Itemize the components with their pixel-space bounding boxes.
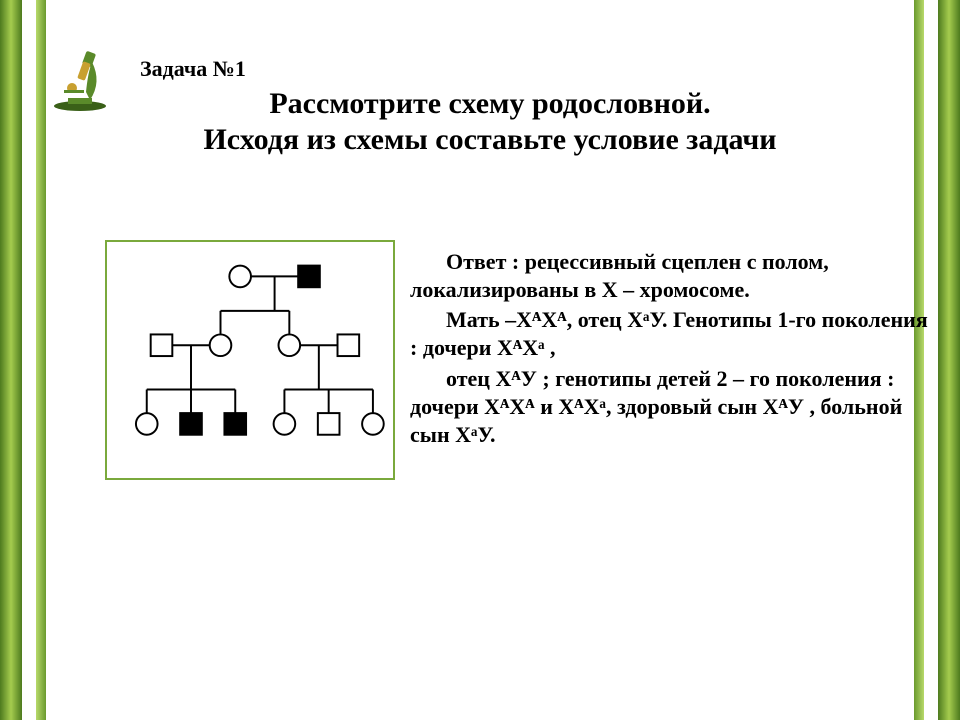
pedigree-node: [338, 334, 360, 356]
microscope-icon: [50, 42, 110, 112]
pedigree-diagram: [105, 240, 395, 480]
answer-p3: отец ХᴬУ ; генотипы детей 2 – го поколен…: [410, 365, 930, 449]
decor-stripe-left-outer: [0, 0, 22, 720]
decor-stripe-left-inner: [36, 0, 46, 720]
pedigree-node: [298, 266, 320, 288]
decor-stripe-right-outer: [938, 0, 960, 720]
pedigree-node: [224, 413, 246, 435]
pedigree-node: [180, 413, 202, 435]
pedigree-node: [151, 334, 173, 356]
answer-p2: Мать –ХᴬХᴬ, отец ХᵃУ. Генотипы 1-го поко…: [410, 306, 930, 362]
title-line-2: Исходя из схемы составьте условие задачи: [203, 123, 776, 156]
pedigree-node: [362, 413, 384, 435]
answer-text: Ответ : рецессивный сцеплен с полом, лок…: [410, 248, 930, 451]
pedigree-node: [279, 334, 301, 356]
pedigree-node: [136, 413, 158, 435]
pedigree-node: [229, 266, 251, 288]
pedigree-node: [318, 413, 340, 435]
pedigree-node: [210, 334, 232, 356]
pedigree-node: [274, 413, 296, 435]
title-line-1: Рассмотрите схему родословной.: [269, 87, 710, 120]
answer-p1: Ответ : рецессивный сцеплен с полом, лок…: [410, 248, 930, 304]
pedigree-svg: [107, 242, 393, 478]
page-title: Рассмотрите схему родословной. Исходя из…: [120, 86, 860, 158]
task-number: Задача №1: [140, 56, 246, 82]
answer-prefix: Ответ :: [446, 249, 525, 274]
